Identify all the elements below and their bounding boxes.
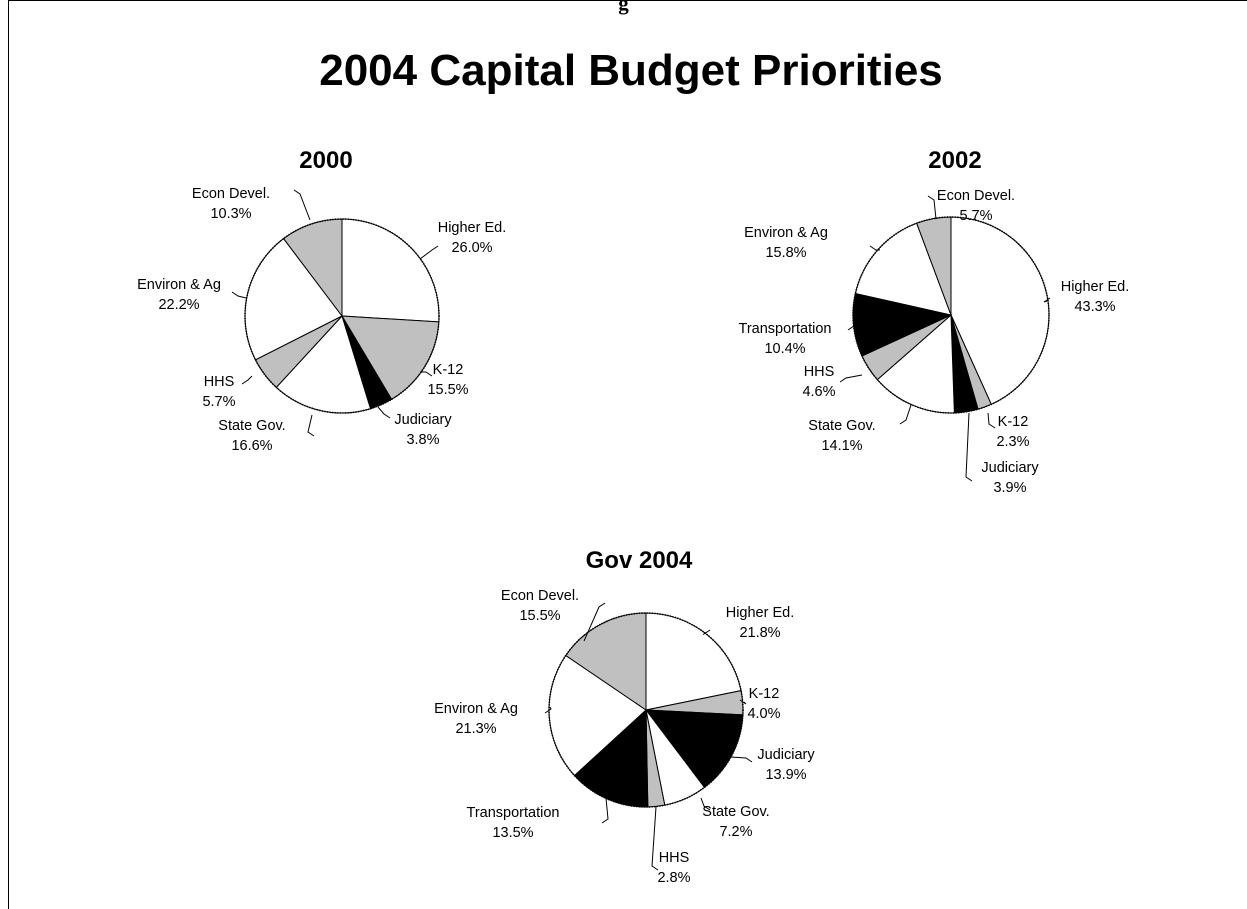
pie-title-2002: 2002	[928, 147, 981, 174]
slice-percent-state-gov: 16.6%	[231, 438, 272, 454]
leader-line-environ-ag	[544, 706, 552, 714]
leader-line-state-gov	[700, 797, 711, 811]
pie-2000: Higher Ed. 26.0% K-12 15.5% Judiciary 3.8% Sta…	[137, 186, 506, 454]
leader-line-hhs	[241, 375, 253, 385]
slice-label-environ-ag: Environ & Ag	[434, 701, 518, 717]
slice-label-hhs: HHS	[804, 364, 835, 380]
slice-percent-state-gov: 14.1%	[821, 438, 862, 454]
slice-label-hhs: HHS	[659, 850, 690, 866]
slice-percent-econ-devel: 5.7%	[959, 208, 992, 224]
slice-label-transportation: Transportation	[739, 321, 832, 337]
leader-line-state-gov	[899, 404, 912, 425]
slice-percent-transportation: 13.5%	[492, 825, 533, 841]
slice-label-judiciary: Judiciary	[981, 460, 1039, 476]
slice-percent-higher-ed: 43.3%	[1074, 299, 1115, 315]
pie-title-2000: 2000	[299, 147, 352, 174]
slice-label-higher-ed: Higher Ed.	[726, 605, 795, 621]
slice-label-state-gov: State Gov.	[218, 418, 285, 434]
slice-percent-k-12: 4.0%	[747, 706, 780, 722]
slice-percent-econ-devel: 15.5%	[519, 608, 560, 624]
slice-label-hhs: HHS	[204, 374, 235, 390]
leader-line-k-12	[987, 412, 996, 429]
slice-label-k-12: K-12	[433, 362, 464, 378]
slice-label-environ-ag: Environ & Ag	[137, 277, 221, 293]
pie-slice-higher-ed	[341, 218, 440, 323]
pie-rim	[852, 216, 1050, 414]
slice-label-transportation: Transportation	[467, 805, 560, 821]
slice-percent-environ-ag: 15.8%	[765, 245, 806, 261]
pie-2002: Higher Ed. 43.3% K-12 2.3% Judiciary 3.9% Stat…	[739, 188, 1130, 496]
leader-line-environ-ag	[231, 291, 247, 299]
slice-percent-k-12: 2.3%	[996, 434, 1029, 450]
pie-rim	[244, 218, 440, 414]
leader-line-econ-devel	[293, 189, 311, 221]
slice-label-state-gov: State Gov.	[702, 804, 769, 820]
slice-percent-higher-ed: 26.0%	[451, 240, 492, 256]
pie-slice-econ-devel	[282, 218, 343, 318]
leader-line-econ-devel	[583, 602, 606, 642]
leader-line-transportation	[847, 325, 856, 331]
page-heading-fragment: g	[618, 0, 629, 15]
slice-label-econ-devel: Econ Devel.	[501, 588, 579, 604]
leader-line-k-12	[420, 371, 433, 377]
slice-label-higher-ed: Higher Ed.	[438, 220, 507, 236]
main-title: 2004 Capital Budget Priorities	[319, 46, 943, 95]
leader-line-state-gov	[307, 414, 315, 437]
slice-label-state-gov: State Gov.	[808, 418, 875, 434]
slice-label-environ-ag: Environ & Ag	[744, 225, 828, 241]
pie-slice-state-gov	[275, 315, 372, 414]
leader-line-judiciary	[377, 406, 391, 419]
slice-percent-environ-ag: 22.2%	[158, 297, 199, 313]
leader-line-environ-ag	[869, 245, 880, 251]
pie-title-gov-2004: Gov 2004	[586, 547, 693, 574]
slice-percent-k-12: 15.5%	[427, 382, 468, 398]
slice-percent-judiciary: 3.8%	[406, 432, 439, 448]
leader-line-k-12	[739, 699, 747, 705]
leader-line-judiciary	[730, 756, 753, 763]
leader-line-judiciary	[965, 412, 973, 482]
slice-label-higher-ed: Higher Ed.	[1061, 279, 1130, 295]
leader-line-higher-ed	[419, 245, 439, 260]
slice-percent-judiciary: 13.9%	[765, 767, 806, 783]
leader-line-econ-devel	[927, 195, 937, 220]
leader-line-hhs	[839, 374, 863, 383]
leader-line-higher-ed	[1043, 297, 1051, 303]
slice-label-econ-devel: Econ Devel.	[937, 188, 1015, 204]
leader-line-hhs	[651, 806, 659, 871]
slice-percent-judiciary: 3.9%	[993, 480, 1026, 496]
slice-label-k-12: K-12	[749, 686, 780, 702]
slice-percent-state-gov: 7.2%	[719, 824, 752, 840]
slice-label-judiciary: Judiciary	[757, 747, 815, 763]
slice-percent-transportation: 10.4%	[764, 341, 805, 357]
slice-percent-hhs: 4.6%	[802, 384, 835, 400]
slice-percent-higher-ed: 21.8%	[739, 625, 780, 641]
slice-percent-econ-devel: 10.3%	[210, 206, 251, 222]
slice-label-econ-devel: Econ Devel.	[192, 186, 270, 202]
slice-label-judiciary: Judiciary	[394, 412, 452, 428]
slice-percent-environ-ag: 21.3%	[455, 721, 496, 737]
leader-line-higher-ed	[702, 629, 711, 636]
slice-label-k-12: K-12	[998, 414, 1029, 430]
leader-line-transportation	[601, 797, 609, 824]
pie-gov-2004: Higher Ed. 21.8% K-12 4.0% Judiciary 13.9% Sta…	[434, 588, 815, 886]
slice-percent-hhs: 5.7%	[202, 394, 235, 410]
chart-frame	[8, 0, 1247, 909]
slice-percent-hhs: 2.8%	[657, 870, 690, 886]
